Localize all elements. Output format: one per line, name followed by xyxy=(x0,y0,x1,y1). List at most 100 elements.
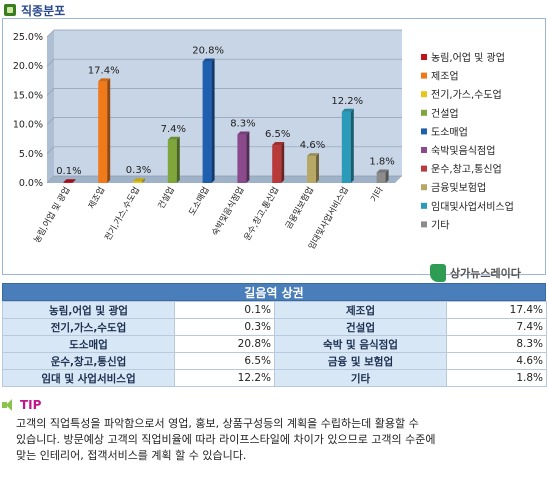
bar xyxy=(133,181,142,183)
legend-swatch xyxy=(421,147,427,153)
legend-label: 숙박및음식점업 xyxy=(431,144,495,157)
table-cell-label: 도소매업 xyxy=(2,335,175,353)
bar xyxy=(272,145,282,183)
x-tick-label: 농림,어업 및 광업 xyxy=(32,185,73,245)
gridline xyxy=(46,88,402,96)
table-cell-label: 기타 xyxy=(274,369,447,387)
data-label: 1.8% xyxy=(369,156,394,167)
table-cell-value: 8.3% xyxy=(446,335,547,353)
legend-label: 건설업 xyxy=(431,107,459,120)
bar-top xyxy=(167,136,180,140)
bar-top xyxy=(341,108,354,112)
tip-text: 고객의 직업특성을 파악함으로서 영업, 홍보, 상품구성등의 계획을 수립하는… xyxy=(16,416,536,464)
data-label: 17.4% xyxy=(88,65,120,76)
gridline xyxy=(46,146,402,155)
table-cell-value: 4.6% xyxy=(446,352,547,370)
bar xyxy=(376,172,386,183)
table-cell-value: 7.4% xyxy=(446,318,547,336)
bar-side xyxy=(246,131,250,183)
brand-logo: 상가뉴스레이다 xyxy=(430,264,521,282)
y-tick-label: 5.0% xyxy=(19,149,43,160)
x-tick-label: 운수,창고,통신업 xyxy=(243,186,282,243)
legend-swatch xyxy=(421,109,427,116)
y-tick-label: 25.0% xyxy=(13,32,43,43)
tip-label: TIP xyxy=(20,398,42,412)
bar-top xyxy=(63,179,76,183)
legend-swatch xyxy=(421,221,427,228)
occupation-table: 길음역 상권 농림,어업 및 광업 0.1% 제조업 17.4% 전기,가스,수… xyxy=(2,283,547,387)
x-tick-label: 도소매업 xyxy=(187,186,211,218)
x-tick-label: 기타 xyxy=(369,185,386,204)
legend-swatch xyxy=(421,165,427,172)
table-cell-label: 제조업 xyxy=(274,301,447,319)
x-tick-label: 전기,가스,수도업 xyxy=(102,185,142,243)
data-label: 4.6% xyxy=(300,140,325,151)
table-cell-label: 건설업 xyxy=(274,318,447,336)
data-label: 12.2% xyxy=(331,96,363,107)
legend-label: 기타 xyxy=(431,219,449,231)
bar xyxy=(307,156,316,183)
bar xyxy=(167,139,177,183)
plot-side-wall xyxy=(47,30,54,183)
data-label: 8.3% xyxy=(230,119,255,130)
table-row: 임대 및 사업서비스업 12.2% 기타 1.8% xyxy=(2,369,547,387)
bar-side xyxy=(316,153,319,183)
brand-name: 상가뉴스레이다 xyxy=(450,267,521,280)
table-cell-label: 숙박 및 음식점업 xyxy=(274,335,447,353)
bar xyxy=(202,61,212,183)
chart-panel: 0.0% 5.0% 10.0% 15.0% 20.0% 25.0% 0.1% 농림,어업 및 … xyxy=(2,18,546,282)
legend-swatch xyxy=(421,91,427,98)
table-cell-label: 금융 및 보험업 xyxy=(274,352,447,370)
x-tick-label: 제조업 xyxy=(87,186,107,211)
bar-top xyxy=(307,153,319,157)
tip-line: 고객의 직업특성을 파악함으로서 영업, 홍보, 상품구성등의 계획을 수립하는… xyxy=(16,417,419,430)
gridline xyxy=(46,58,402,67)
bar-side xyxy=(72,179,76,183)
bar-top xyxy=(272,142,285,146)
legend-swatch xyxy=(421,202,427,209)
bar-top xyxy=(133,178,145,182)
table-cell-label: 운수,창고,통신업 xyxy=(2,352,175,370)
data-label: 0.3% xyxy=(126,165,151,176)
gridline xyxy=(46,175,402,184)
legend-label: 임대및사업서비스업 xyxy=(431,200,514,213)
bar-top xyxy=(98,78,111,82)
bar-side xyxy=(281,142,285,183)
bar-top xyxy=(202,58,215,62)
bar xyxy=(63,182,73,183)
tip-line: 맞는 인테리어, 접객서비스를 계획 할 수 있습니다. xyxy=(16,449,247,462)
table-row: 도소매업 20.8% 숙박 및 음식점업 8.3% xyxy=(2,335,547,353)
legend-label: 금융및보험업 xyxy=(431,181,486,194)
table-row: 운수,창고,통신업 6.5% 금융 및 보험업 4.6% xyxy=(2,352,547,370)
tip-line: 있습니다. 방문예상 고객의 직업비율에 따라 라이프스타일에 차이가 있으므로… xyxy=(16,433,436,446)
data-label: 0.1% xyxy=(56,166,81,177)
legend-swatch xyxy=(421,72,427,79)
bar xyxy=(237,134,247,183)
bar-top xyxy=(376,169,389,173)
bar xyxy=(98,81,108,183)
brand-mark-icon xyxy=(430,264,446,282)
x-tick-label: 금융및보험업 xyxy=(283,185,316,231)
y-tick-label: 10.0% xyxy=(13,120,43,131)
legend-swatch xyxy=(421,128,427,135)
legend-label: 전기,가스,수도업 xyxy=(431,88,502,101)
x-tick-label: 건설업 xyxy=(156,185,177,211)
bar-side xyxy=(350,108,354,183)
bar-side xyxy=(107,78,111,183)
section-title: 직종분포 xyxy=(21,3,66,18)
bar-side xyxy=(142,178,145,183)
bar xyxy=(341,111,351,183)
y-tick-label: 15.0% xyxy=(13,90,43,101)
legend-label: 농림,어업 및 광업 xyxy=(431,51,505,64)
legend-swatch xyxy=(421,54,427,60)
table-cell-value: 20.8% xyxy=(174,335,275,353)
y-tick-label: 0.0% xyxy=(19,178,43,189)
table-cell-label: 농림,어업 및 광업 xyxy=(2,301,175,319)
legend-label: 도소매업 xyxy=(431,125,468,138)
table-title: 길음역 상권 xyxy=(2,283,546,301)
section-header: 직종분포 xyxy=(4,2,65,18)
bar-side xyxy=(211,58,215,183)
speaker-icon xyxy=(2,399,16,411)
y-tick-label: 20.0% xyxy=(13,61,43,72)
legend-label: 운수,창고,통신업 xyxy=(431,163,502,176)
